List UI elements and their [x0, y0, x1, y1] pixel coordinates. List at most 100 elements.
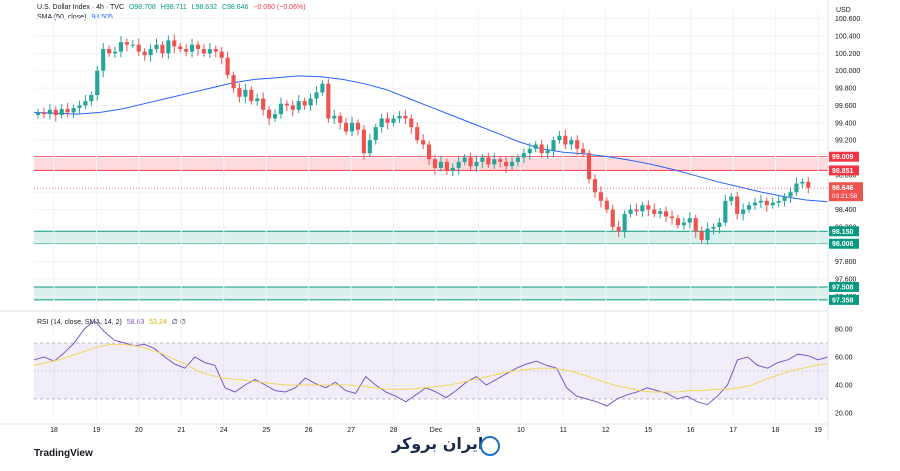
main-legend: U.S. Dollar Index · 4h · TVC O98.708 H98…: [37, 4, 309, 11]
candle: [486, 157, 491, 165]
candle: [640, 205, 645, 212]
candle: [136, 44, 141, 52]
candle: [509, 161, 515, 167]
candle: [355, 122, 361, 130]
zone-price-tag: [829, 151, 859, 162]
candle: [664, 211, 669, 217]
candle: [107, 49, 112, 54]
candle: [142, 51, 147, 56]
candle: [166, 40, 171, 54]
rsi-y-tick-label: 40.00: [835, 383, 853, 390]
candle: [65, 108, 70, 113]
y-tick-label: 97.800: [835, 259, 857, 266]
candle: [290, 105, 295, 110]
rsi-line: [33, 319, 829, 407]
sma-label: SMA (50, close): [37, 14, 87, 21]
candle: [373, 127, 378, 141]
zone-price-tag: [829, 281, 859, 292]
candle: [581, 148, 586, 154]
candle: [444, 161, 449, 171]
y-tick-label: 98.400: [835, 207, 857, 214]
candle: [634, 209, 639, 212]
candle: [504, 161, 509, 167]
tradingview-logo: TradingView: [34, 448, 93, 459]
candle: [89, 95, 94, 102]
x-tick-label: 21: [177, 427, 185, 434]
candle: [189, 44, 195, 52]
rsi-extra: ∅ ∅: [171, 319, 186, 326]
candle: [272, 114, 278, 119]
brand-logo-icon: [480, 436, 500, 456]
support-zone: [34, 286, 828, 300]
candle: [148, 49, 153, 56]
candle: [521, 153, 526, 158]
change-value: −0.060 (−0.06%): [253, 4, 306, 11]
candle: [195, 44, 201, 50]
x-tick-label: 27: [347, 427, 355, 434]
candle: [255, 98, 260, 102]
candle: [515, 157, 521, 162]
candle: [616, 226, 621, 232]
candle: [610, 209, 615, 227]
candle: [59, 108, 64, 115]
candle: [379, 118, 384, 128]
candle: [83, 101, 88, 106]
zone-price-label: 98.006: [832, 241, 854, 248]
candle: [646, 205, 651, 210]
candle: [118, 42, 124, 52]
candle: [124, 42, 129, 45]
candle: [385, 118, 390, 123]
x-tick-label: 10: [517, 427, 525, 434]
candle: [278, 103, 284, 115]
candle: [628, 209, 633, 214]
candle: [770, 202, 775, 206]
high-value: H98.711: [160, 4, 187, 11]
candle: [367, 140, 372, 154]
candle: [551, 140, 556, 151]
y-tick-label: 100.400: [835, 34, 860, 41]
y-tick-label: 100.600: [835, 16, 860, 23]
candle: [207, 49, 212, 54]
candle: [806, 181, 811, 188]
candle: [53, 109, 58, 115]
countdown-label: 03:21:58: [832, 193, 858, 200]
zone-price-label: 97.359: [832, 297, 854, 304]
candle: [332, 115, 337, 119]
candle: [397, 115, 402, 119]
x-tick-label: 18: [772, 427, 780, 434]
candle: [178, 46, 183, 50]
zone-price-label: 98.150: [832, 229, 854, 236]
x-tick-label: 12: [602, 427, 610, 434]
candle: [539, 144, 544, 154]
candle: [563, 135, 568, 145]
candle: [71, 108, 76, 113]
rsi-y-tick-label: 80.00: [835, 327, 853, 334]
candle: [243, 89, 248, 97]
y-tick-label: 99.200: [835, 138, 857, 145]
x-tick-label: 24: [220, 427, 228, 434]
symbol-label: U.S. Dollar Index · 4h · TVC: [37, 4, 125, 11]
candle: [758, 200, 763, 203]
candle: [344, 122, 349, 132]
x-tick-label: 26: [305, 427, 313, 434]
candle: [361, 129, 366, 154]
rsi-ma-value: 53.24: [149, 319, 167, 326]
zone-price-label: 99.009: [832, 154, 854, 161]
candle: [391, 118, 396, 123]
candle: [723, 200, 728, 223]
zone-price-tag: [829, 226, 859, 237]
candle: [480, 157, 485, 162]
candle: [468, 157, 473, 167]
candle: [575, 140, 580, 149]
candle: [462, 157, 467, 162]
candle: [687, 218, 692, 223]
y-tick-label: 99.600: [835, 103, 857, 110]
zone-price-tag: [829, 238, 859, 249]
candle: [669, 216, 675, 219]
candle: [764, 200, 769, 206]
candle: [160, 44, 165, 54]
open-value: O98.708: [128, 4, 156, 11]
candle: [308, 98, 313, 106]
candle: [450, 167, 455, 171]
